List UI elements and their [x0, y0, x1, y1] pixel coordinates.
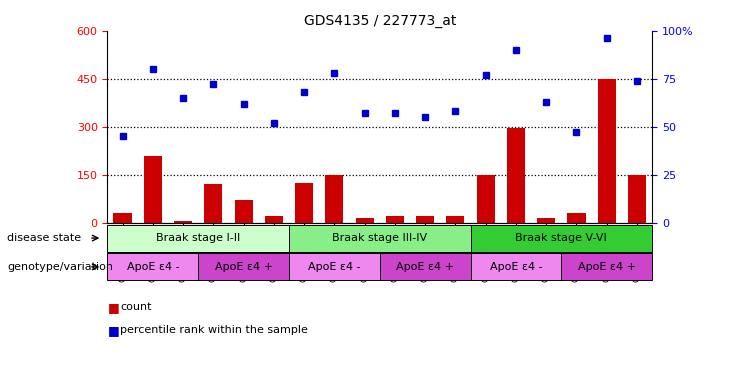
Bar [386, 216, 404, 223]
Bar [446, 216, 465, 223]
Bar [476, 175, 495, 223]
Bar [561, 253, 652, 280]
Text: genotype/variation: genotype/variation [7, 262, 113, 272]
Bar [628, 175, 646, 223]
Bar [507, 128, 525, 223]
Bar [356, 218, 373, 223]
Text: ApoE ε4 -: ApoE ε4 - [308, 262, 361, 272]
Bar [198, 253, 289, 280]
Text: Braak stage V-VI: Braak stage V-VI [516, 233, 607, 243]
Bar [325, 175, 343, 223]
Text: Braak stage I-II: Braak stage I-II [156, 233, 240, 243]
Bar [205, 184, 222, 223]
Text: ■: ■ [107, 324, 119, 337]
Bar [537, 218, 555, 223]
Bar [174, 221, 192, 223]
Bar [289, 225, 471, 252]
Text: ApoE ε4 +: ApoE ε4 + [396, 262, 454, 272]
Text: ApoE ε4 +: ApoE ε4 + [578, 262, 636, 272]
Text: ■: ■ [107, 301, 119, 314]
Text: count: count [120, 302, 152, 312]
Text: disease state: disease state [7, 233, 82, 243]
Bar [113, 213, 132, 223]
Bar [471, 253, 562, 280]
Bar [144, 156, 162, 223]
Bar [234, 200, 253, 223]
Bar [597, 79, 616, 223]
Bar [416, 216, 434, 223]
Bar [379, 253, 471, 280]
Text: ApoE ε4 -: ApoE ε4 - [127, 262, 179, 272]
Text: Braak stage III-IV: Braak stage III-IV [332, 233, 428, 243]
Bar [568, 213, 585, 223]
Bar [295, 183, 313, 223]
Bar [107, 225, 289, 252]
Bar [289, 253, 379, 280]
Text: percentile rank within the sample: percentile rank within the sample [120, 325, 308, 335]
Title: GDS4135 / 227773_at: GDS4135 / 227773_at [304, 14, 456, 28]
Bar [471, 225, 652, 252]
Text: ApoE ε4 +: ApoE ε4 + [215, 262, 273, 272]
Bar [107, 253, 198, 280]
Text: ApoE ε4 -: ApoE ε4 - [490, 262, 542, 272]
Bar [265, 216, 283, 223]
